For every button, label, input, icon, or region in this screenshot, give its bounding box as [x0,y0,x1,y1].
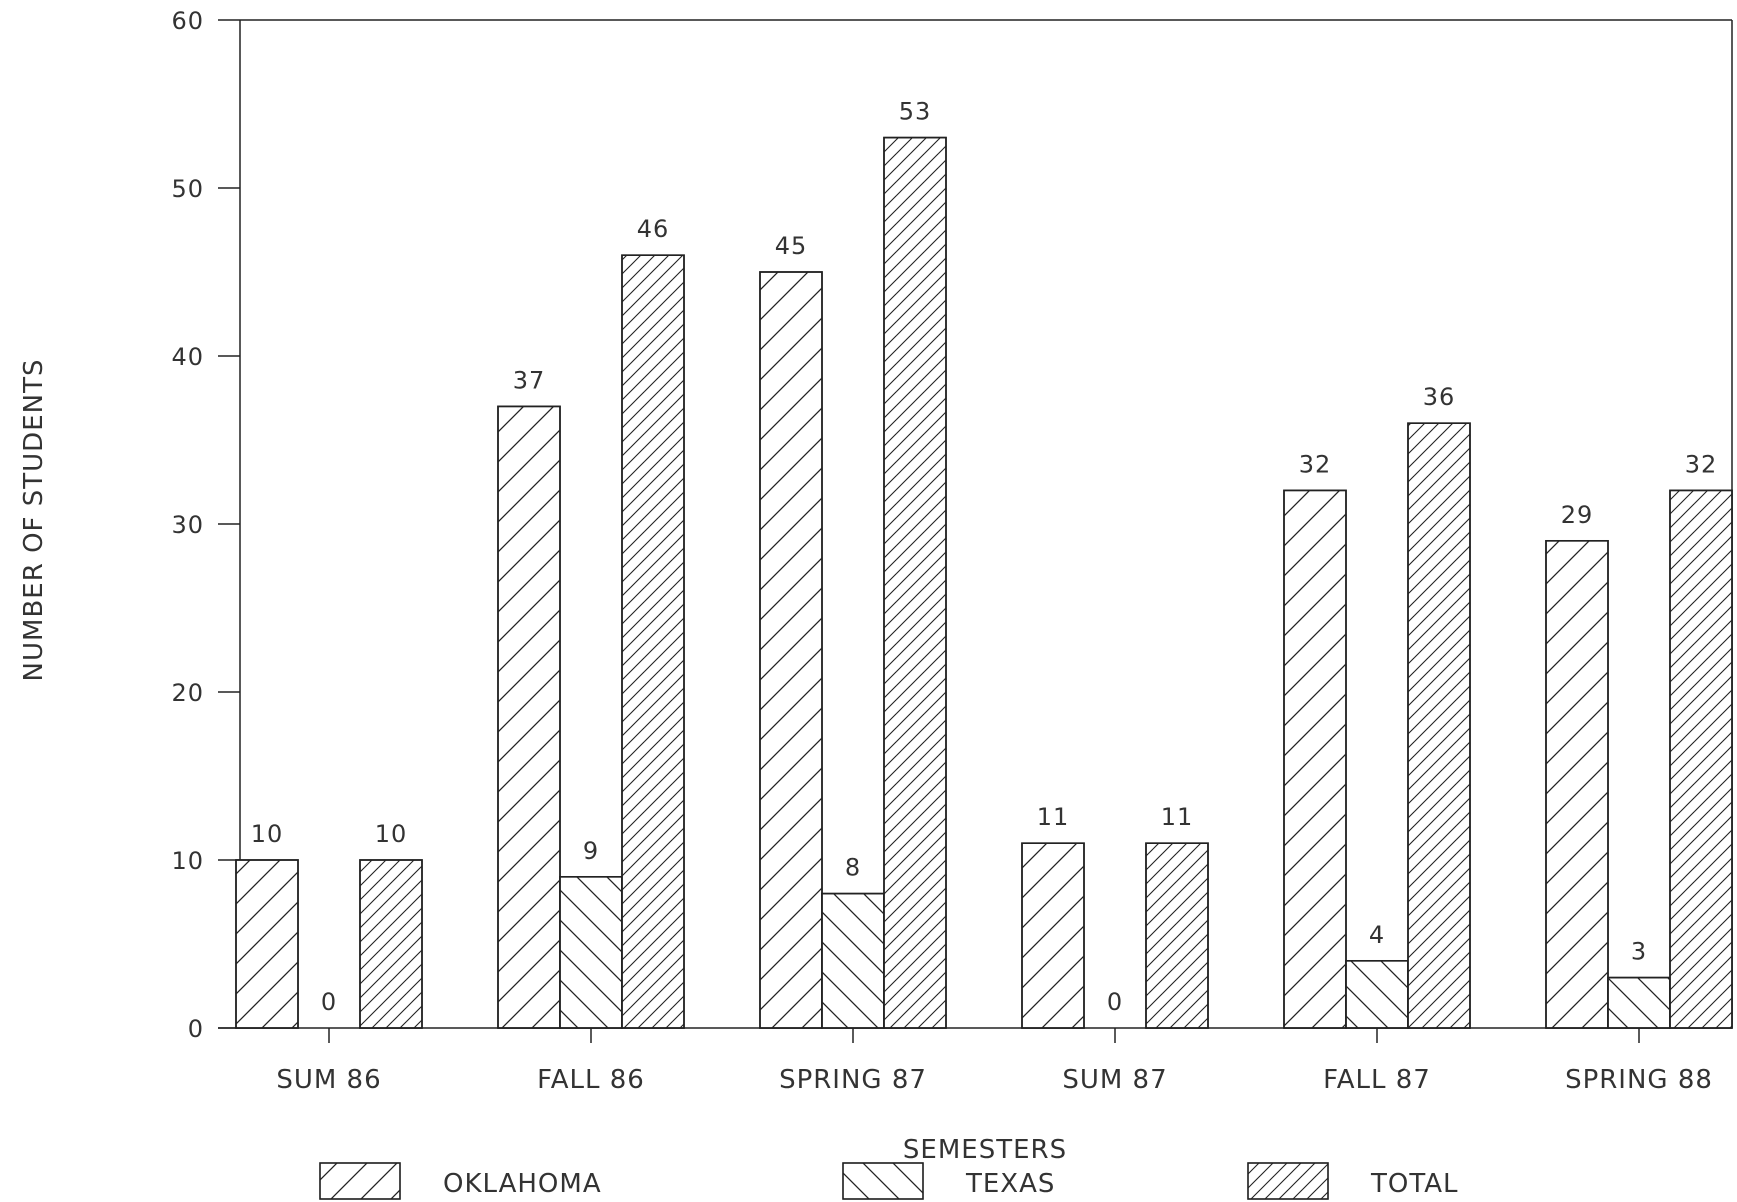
bar-group-sum-86 [235,859,423,1029]
y-tick-label: 30 [171,511,204,539]
y-axis-title: NUMBER OF STUDENTS [19,359,49,682]
y-tick-label: 20 [171,679,204,707]
bar-total-spring-88 [1669,489,1733,1029]
bar-texas-fall-87 [1345,959,1409,1029]
bar-group-sum-87 [1021,842,1209,1029]
y-tick-label: 50 [171,175,204,203]
legend-label-texas: TEXAS [965,1169,1055,1199]
bar-group-fall-86 [497,254,685,1029]
x-tick-label-sum-87: SUM 87 [1062,1065,1167,1095]
legend-swatch-texas [842,1162,924,1200]
data-label-oklahoma-sum-87: 11 [1037,803,1070,831]
data-label-oklahoma-spring-88: 29 [1561,501,1594,529]
legend-swatch-total [1247,1162,1329,1200]
data-label-oklahoma-fall-86: 37 [513,366,546,394]
data-label-total-fall-87: 36 [1423,383,1456,411]
data-labels: 10 0 10 37 9 46 45 8 53 11 0 11 32 4 36 29 3 32 [251,98,1718,1016]
y-tick-label: 0 [188,1015,204,1043]
x-tick-label-fall-86: FALL 86 [537,1065,645,1095]
data-label-total-sum-87: 11 [1161,803,1194,831]
x-tick-label-sum-86: SUM 86 [276,1065,381,1095]
bar-oklahoma-sum-87 [1021,842,1085,1029]
legend-swatch-oklahoma [319,1162,401,1200]
x-tick-label-fall-87: FALL 87 [1323,1065,1431,1095]
bar-oklahoma-spring-88 [1545,539,1609,1029]
data-label-texas-fall-87: 4 [1369,921,1385,949]
plot-frame [240,19,1733,1028]
y-tick-label: 40 [171,343,204,371]
bar-texas-fall-86 [559,875,623,1029]
bar-total-spring-87 [883,136,947,1029]
data-label-texas-fall-86: 9 [583,837,599,865]
bar-group-spring-87 [759,136,947,1029]
bar-texas-spring-88 [1607,976,1671,1029]
bar-oklahoma-fall-87 [1283,489,1347,1029]
legend-item-total: TOTAL [1247,1162,1458,1200]
bars [235,136,1733,1029]
x-tick-label-spring-88: SPRING 88 [1565,1065,1713,1095]
bar-group-fall-87 [1283,422,1471,1029]
y-tick-label: 60 [171,7,204,35]
data-label-oklahoma-sum-86: 10 [251,820,284,848]
bar-oklahoma-sum-86 [235,859,299,1029]
data-label-texas-sum-87: 0 [1107,988,1123,1016]
data-label-total-sum-86: 10 [375,820,408,848]
legend: OKLAHOMA TEXAS TOTAL [319,1162,1458,1200]
bar-total-sum-86 [359,859,423,1029]
legend-label-oklahoma: OKLAHOMA [443,1169,602,1199]
bar-total-fall-87 [1407,422,1471,1029]
legend-item-texas: TEXAS [842,1162,1055,1200]
data-label-total-fall-86: 46 [637,215,670,243]
bar-oklahoma-spring-87 [759,271,823,1029]
data-label-texas-spring-88: 3 [1631,938,1647,966]
bar-texas-spring-87 [821,892,885,1029]
y-axis: 0 10 20 30 40 50 60 [171,7,241,1043]
bar-group-spring-88 [1545,489,1733,1029]
bar-total-fall-86 [621,254,685,1029]
bar-oklahoma-fall-86 [497,405,561,1029]
x-tick-label-spring-87: SPRING 87 [779,1065,927,1095]
data-label-oklahoma-spring-87: 45 [775,232,808,260]
x-axis: SUM 86 FALL 86 SPRING 87 SUM 87 FALL 87 SPRIN… [218,1027,1732,1095]
x-axis-title: SEMESTERS [903,1135,1067,1165]
data-label-total-spring-87: 53 [899,98,932,126]
y-tick-label: 10 [171,847,204,875]
legend-label-total: TOTAL [1370,1169,1458,1199]
legend-item-oklahoma: OKLAHOMA [319,1162,602,1200]
data-label-total-spring-88: 32 [1685,450,1718,478]
data-label-texas-spring-87: 8 [845,854,861,882]
bar-total-sum-87 [1145,842,1209,1029]
data-label-texas-sum-86: 0 [321,988,337,1016]
data-label-oklahoma-fall-87: 32 [1299,450,1332,478]
